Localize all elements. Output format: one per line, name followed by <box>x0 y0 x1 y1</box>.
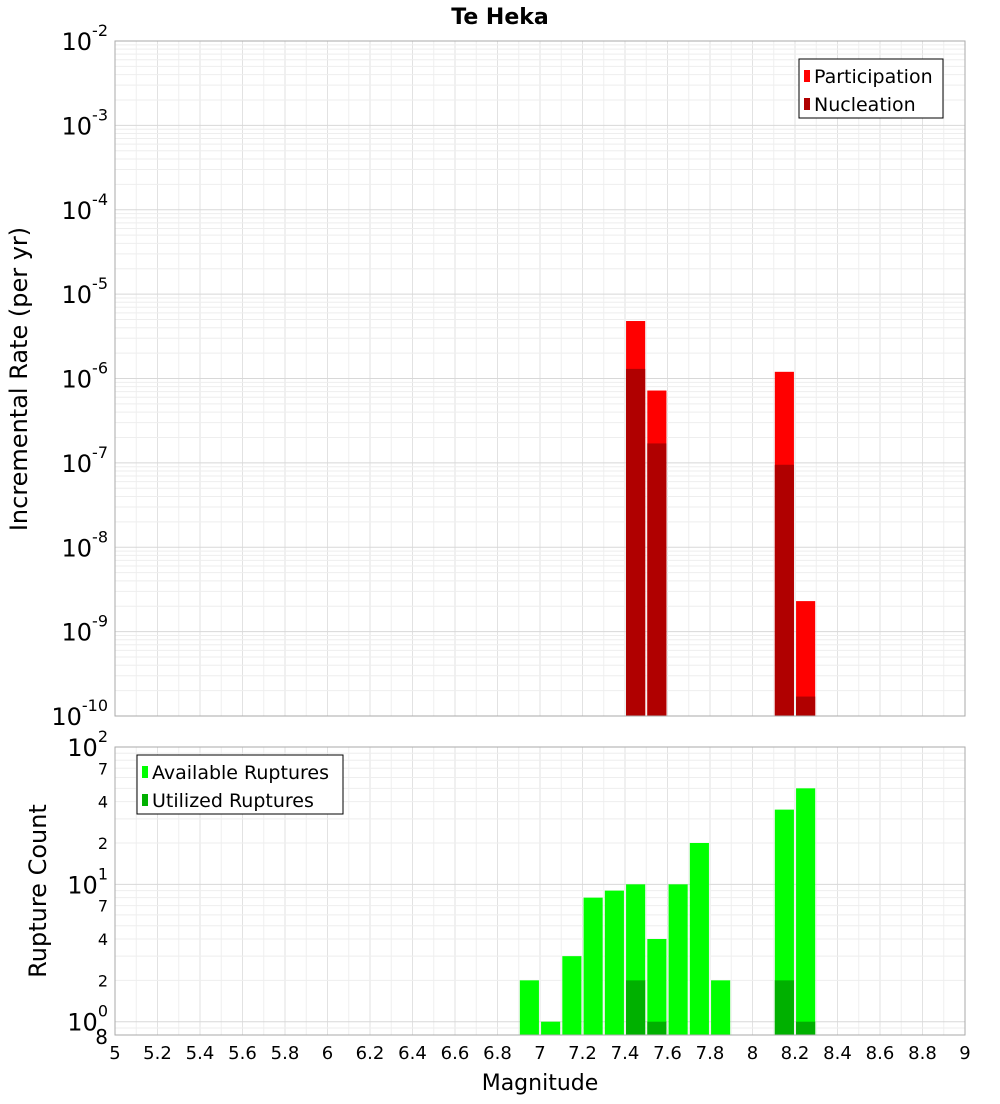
top-y-tick-labels: 10-10 10-9 10-8 10-7 10-6 10-5 10-4 10-3 10-2 <box>51 21 108 731</box>
x-tick-label: 6.6 <box>441 1043 470 1064</box>
x-axis-label: Magnitude <box>482 1071 599 1096</box>
bar-nucleation <box>774 464 794 716</box>
bottom-plot-bars <box>519 788 816 1035</box>
x-tick-label: 5 <box>109 1043 120 1064</box>
x-tick-label: 6.2 <box>356 1043 385 1064</box>
top-plot-grid <box>114 40 966 717</box>
x-tick-label: 5.4 <box>186 1043 215 1064</box>
bar-available-ruptures <box>668 884 688 1035</box>
legend-label: Utilized Ruptures <box>152 790 314 812</box>
y-tick-label: 10-2 <box>62 21 109 56</box>
x-tick-label: 5.2 <box>143 1043 172 1064</box>
y-minor-tick-label: 4 <box>98 930 108 949</box>
legend-swatch <box>142 794 148 806</box>
y-tick-label: 10-8 <box>62 527 109 562</box>
y-tick-label: 10-7 <box>62 443 109 478</box>
bar-available-ruptures <box>689 843 709 1035</box>
top-y-axis-label: Incremental Rate (per yr) <box>5 227 33 531</box>
x-tick-label: 7 <box>534 1043 545 1064</box>
bar-utilized-ruptures <box>774 980 794 1035</box>
x-tick-label: 6.4 <box>398 1043 427 1064</box>
bar-available-ruptures <box>541 1021 561 1035</box>
bar-available-ruptures <box>796 788 816 1035</box>
y-tick-label: 101 <box>67 864 108 899</box>
bottom-y-tick-labels: 100 101 102 8 2 4 7 2 4 7 <box>67 727 108 1049</box>
legend-label: Participation <box>814 66 933 88</box>
y-tick-label: 102 <box>67 727 108 762</box>
y-tick-label: 10-6 <box>62 359 109 394</box>
y-minor-tick-label: 7 <box>98 897 108 916</box>
x-tick-label: 9 <box>959 1043 970 1064</box>
y-tick-label: 10-10 <box>51 696 108 731</box>
y-minor-tick-label: 7 <box>98 759 108 778</box>
x-tick-labels: 5 5.2 5.4 5.6 5.8 6 6.2 6.4 6.6 6.8 7 7.2 7.4 7.6 7.8 8… <box>109 1043 970 1064</box>
bar-available-ruptures <box>604 890 624 1035</box>
bar-available-ruptures <box>647 939 667 1035</box>
bar-available-ruptures <box>519 980 539 1035</box>
x-tick-label: 8.6 <box>866 1043 895 1064</box>
top-plot-frame <box>114 40 966 717</box>
x-tick-label: 8.2 <box>781 1043 810 1064</box>
bar-available-ruptures <box>774 809 794 1035</box>
x-tick-label: 6.8 <box>483 1043 512 1064</box>
x-tick-label: 7.6 <box>653 1043 682 1064</box>
legend-swatch <box>804 70 810 82</box>
bar-utilized-ruptures <box>647 1021 667 1035</box>
chart-title: Te Heka <box>451 5 548 30</box>
bar-participation <box>796 601 816 716</box>
x-tick-label: 6 <box>322 1043 333 1064</box>
legend-label: Nucleation <box>814 94 916 116</box>
y-tick-label: 10-3 <box>62 105 109 140</box>
bar-nucleation <box>626 368 646 716</box>
x-tick-label: 5.6 <box>228 1043 257 1064</box>
x-tick-label: 8.4 <box>823 1043 852 1064</box>
bar-utilized-ruptures <box>796 1021 816 1035</box>
y-minor-tick-label: 2 <box>98 971 108 990</box>
bottom-y-axis-label: Rupture Count <box>24 804 52 978</box>
bar-nucleation <box>796 696 816 716</box>
top-plot-bars <box>626 321 816 716</box>
legend-box <box>798 58 944 119</box>
y-tick-label: 10-5 <box>62 274 109 309</box>
x-tick-label: 8 <box>747 1043 758 1064</box>
bar-available-ruptures <box>711 980 731 1035</box>
bar-utilized-ruptures <box>626 980 646 1035</box>
bar-nucleation <box>647 443 667 716</box>
bar-available-ruptures <box>583 897 603 1035</box>
y-tick-label: 10-4 <box>62 190 109 225</box>
y-minor-tick-label: 2 <box>98 834 108 853</box>
y-tick-label: 10-9 <box>62 612 109 647</box>
legend-label: Available Ruptures <box>152 762 329 784</box>
x-tick-label: 8.8 <box>908 1043 937 1064</box>
y-tick-label: 100 <box>67 1002 108 1037</box>
x-tick-label: 5.8 <box>271 1043 300 1064</box>
y-minor-tick-label: 4 <box>98 793 108 812</box>
y-minor-tick-label: 8 <box>95 1025 108 1049</box>
top-legend: Participation Nucleation <box>798 58 944 119</box>
bottom-legend: Available Ruptures Utilized Ruptures <box>136 754 344 815</box>
legend-swatch <box>142 766 148 778</box>
bar-available-ruptures <box>562 956 582 1035</box>
x-tick-label: 7.2 <box>568 1043 597 1064</box>
legend-box <box>136 754 344 815</box>
legend-swatch <box>804 98 810 110</box>
x-tick-label: 7.4 <box>611 1043 640 1064</box>
bottom-plot-frame <box>114 746 966 1036</box>
x-tick-label: 7.8 <box>696 1043 725 1064</box>
